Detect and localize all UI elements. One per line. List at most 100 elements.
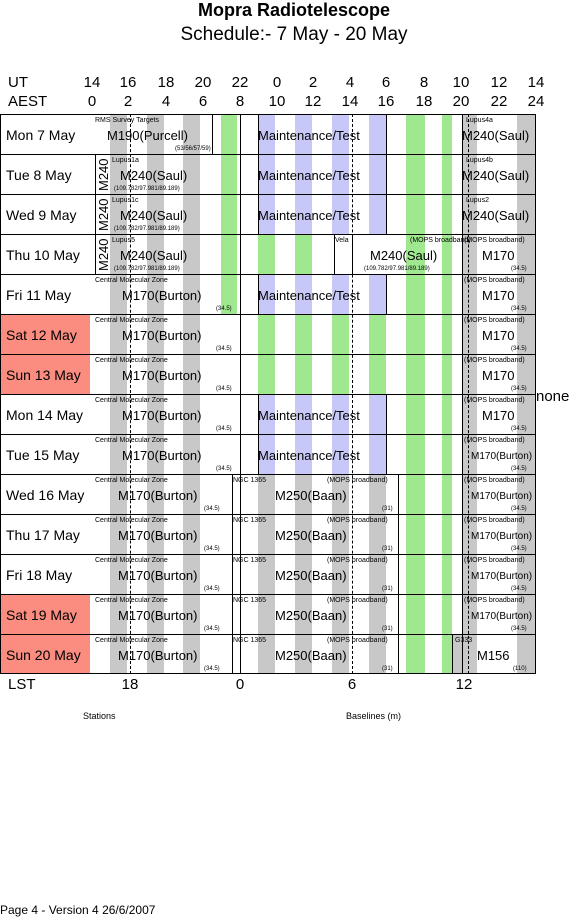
time-band bbox=[258, 514, 275, 554]
time-band bbox=[258, 634, 275, 674]
project-note: (109.782/97.981/89.189) bbox=[364, 266, 430, 272]
day-label: Fri 11 May bbox=[0, 274, 90, 314]
project-label: M170 bbox=[482, 408, 515, 423]
project-note: (34.5) bbox=[511, 546, 527, 552]
project-note: (MOPS broadband) bbox=[464, 517, 525, 524]
time-band bbox=[332, 274, 349, 314]
day-label: Mon 7 May bbox=[0, 114, 90, 154]
ut-tick: 6 bbox=[381, 74, 391, 91]
ut-tick: 16 bbox=[119, 74, 137, 91]
time-band bbox=[386, 554, 400, 594]
project-note: NGC 1365 bbox=[233, 557, 267, 564]
project-label: M240(Saul) bbox=[462, 128, 530, 143]
time-band bbox=[369, 474, 386, 514]
project-label: M170(Burton) bbox=[118, 648, 198, 663]
project-label: M240(Saul) bbox=[370, 248, 438, 263]
time-band bbox=[295, 394, 312, 434]
schedule-row: M240 Lupus1a M240(Saul) (109.782/97.981/89.… bbox=[90, 154, 536, 194]
schedule-row: M240 Lupus1c M240(Saul) (109.782/97.981/89.… bbox=[90, 194, 536, 234]
schedule-row: RMS Survey Targets M190(Purcell) (53/56/57… bbox=[90, 114, 536, 154]
aest-tick: 10 bbox=[268, 93, 286, 110]
project-note: (109.782/97.981/89.189) bbox=[114, 266, 180, 272]
ut-tick: 22 bbox=[231, 74, 249, 91]
project-label: M240(Saul) bbox=[120, 248, 188, 263]
separator-line bbox=[212, 114, 213, 154]
project-label: Maintenance/Test bbox=[258, 128, 360, 143]
project-note: (MOPS broadband) bbox=[464, 557, 525, 564]
project-note: (34.5) bbox=[216, 306, 232, 312]
time-band bbox=[369, 274, 386, 314]
lst-tick: 6 bbox=[347, 676, 357, 693]
aest-tick: 2 bbox=[123, 93, 133, 110]
project-note: (34.5) bbox=[511, 346, 527, 352]
project-note: (MOPS broadband) bbox=[464, 437, 525, 444]
project-note: Central Molecular Zone bbox=[95, 477, 168, 484]
schedule-row: Central Molecular Zone M170(Burton) (34.5)… bbox=[90, 634, 536, 674]
project-label: M240(Saul) bbox=[120, 208, 188, 223]
ut-tick: 20 bbox=[194, 74, 212, 91]
time-band bbox=[295, 434, 312, 474]
project-label: M250(Baan) bbox=[275, 488, 347, 503]
aest-tick: 18 bbox=[415, 93, 433, 110]
day-label: Sat 19 May bbox=[0, 594, 90, 634]
time-band bbox=[258, 474, 275, 514]
separator-line bbox=[462, 114, 463, 674]
project-label: M190(Purcell) bbox=[107, 128, 188, 143]
schedule-row: M240 Lupus5 M240(Saul) (109.782/97.981/89.1… bbox=[90, 234, 536, 274]
project-note: (MOPS broadband) bbox=[327, 477, 388, 484]
separator-line bbox=[452, 634, 453, 674]
time-band bbox=[369, 634, 386, 674]
array-config-label: M240 bbox=[96, 238, 111, 271]
project-note: (34.5) bbox=[511, 466, 527, 472]
project-note: (MOPS broadband) bbox=[464, 397, 525, 404]
time-band bbox=[386, 474, 400, 514]
project-note: (34.5) bbox=[216, 386, 232, 392]
project-note: NGC 1365 bbox=[233, 477, 267, 484]
project-label: M170(Burton) bbox=[118, 568, 198, 583]
baselines-label: Baselines (m) bbox=[346, 711, 402, 721]
project-note: Lupus2 bbox=[466, 197, 489, 204]
separator-line bbox=[232, 474, 233, 674]
schedule-row: Central Molecular Zone M170(Burton) (34.5)… bbox=[90, 514, 536, 554]
project-note: (MOPS broadband) bbox=[464, 597, 525, 604]
project-note: (34.5) bbox=[511, 266, 527, 272]
time-band bbox=[295, 514, 312, 554]
aest-tick: 12 bbox=[304, 93, 322, 110]
project-label: Maintenance/Test bbox=[258, 168, 360, 183]
project-note: (31) bbox=[382, 546, 393, 552]
project-note: NGC 1365 bbox=[233, 597, 267, 604]
project-note: Lupus4b bbox=[466, 157, 493, 164]
time-band bbox=[295, 114, 312, 234]
aest-tick: 24 bbox=[527, 93, 545, 110]
day-label: Fri 18 May bbox=[0, 554, 90, 594]
page-footer: Page 4 - Version 4 26/6/2007 bbox=[0, 903, 156, 917]
time-band bbox=[258, 114, 275, 234]
time-band bbox=[332, 394, 349, 434]
ut-tick-row: 14 16 18 20 22 0 2 4 6 8 10 12 14 bbox=[0, 74, 588, 92]
lst-tick: 0 bbox=[235, 676, 245, 693]
project-note: (109.782/97.981/89.189) bbox=[114, 186, 180, 192]
page-title: Mopra Radiotelescope bbox=[197, 0, 391, 20]
project-note: (109.782/97.981/89.189) bbox=[114, 226, 180, 232]
time-band bbox=[332, 474, 349, 514]
ut-tick: 2 bbox=[308, 74, 318, 91]
project-note: (MOPS broadband) bbox=[327, 637, 388, 644]
project-note: Central Molecular Zone bbox=[95, 317, 168, 324]
project-label: M170(Burton) bbox=[122, 448, 202, 463]
project-note: (31) bbox=[382, 586, 393, 592]
project-note: (34.5) bbox=[216, 426, 232, 432]
project-note: Central Molecular Zone bbox=[95, 557, 168, 564]
ut-tick: 4 bbox=[345, 74, 355, 91]
schedule-row: Central Molecular Zone M170(Burton) (34.5)… bbox=[90, 434, 536, 474]
project-label: M170 bbox=[482, 328, 515, 343]
stations-label: Stations bbox=[83, 711, 116, 721]
day-label: Tue 15 May bbox=[0, 434, 90, 474]
project-label: M170 bbox=[482, 368, 515, 383]
time-band bbox=[369, 594, 386, 634]
separator-line bbox=[398, 474, 399, 674]
separator-line bbox=[386, 274, 387, 314]
project-label: M170(Burton) bbox=[471, 491, 533, 502]
project-note: (34.5) bbox=[511, 386, 527, 392]
project-note: Central Molecular Zone bbox=[95, 277, 168, 284]
project-note: Lupus1a bbox=[112, 157, 139, 164]
